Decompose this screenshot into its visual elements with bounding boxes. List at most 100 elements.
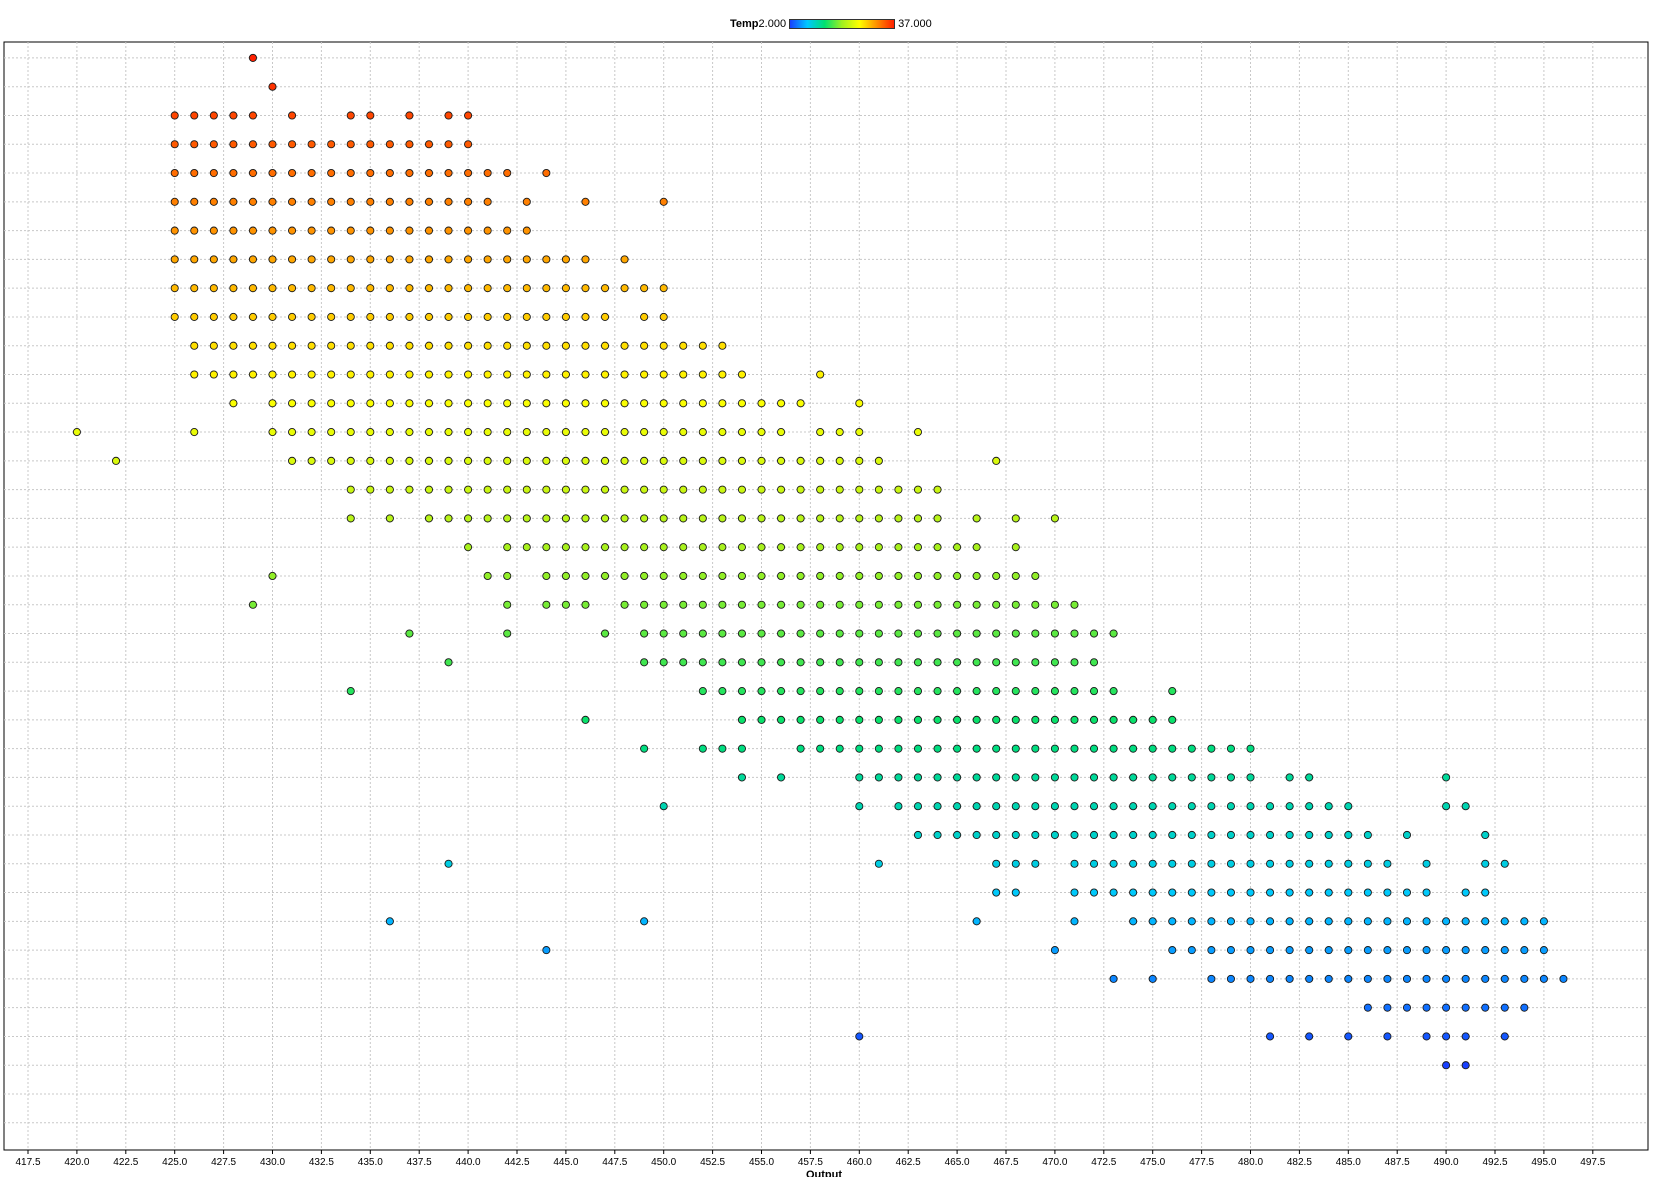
data-point bbox=[1168, 715, 1177, 724]
x-tick-label: 420.0 bbox=[64, 1157, 89, 1168]
data-point bbox=[796, 744, 805, 753]
data-point bbox=[698, 341, 707, 350]
data-point bbox=[913, 543, 923, 552]
data-point bbox=[464, 341, 473, 350]
data-point bbox=[268, 197, 277, 206]
data-point bbox=[835, 543, 844, 552]
legend-min: 2.000 bbox=[758, 18, 787, 30]
data-point bbox=[757, 514, 766, 523]
data-point bbox=[327, 284, 336, 293]
data-point bbox=[679, 543, 688, 552]
data-point bbox=[1109, 974, 1118, 983]
data-point bbox=[229, 140, 238, 149]
data-point bbox=[561, 514, 570, 523]
data-point bbox=[209, 111, 218, 120]
data-point bbox=[522, 399, 531, 408]
data-point bbox=[855, 744, 864, 753]
data-point bbox=[737, 715, 746, 724]
data-point bbox=[1187, 946, 1196, 955]
data-point bbox=[561, 456, 570, 465]
data-point bbox=[346, 456, 355, 465]
data-point bbox=[1442, 1003, 1451, 1012]
data-point bbox=[659, 514, 668, 523]
data-point bbox=[1050, 514, 1059, 523]
data-point bbox=[1109, 744, 1118, 753]
data-point bbox=[1402, 888, 1412, 897]
data-point bbox=[1266, 859, 1275, 868]
data-point bbox=[111, 456, 121, 465]
data-point bbox=[1266, 1032, 1275, 1041]
data-point bbox=[777, 543, 786, 552]
data-point bbox=[1344, 917, 1353, 926]
data-point bbox=[1481, 830, 1490, 840]
data-point bbox=[620, 255, 629, 264]
data-point bbox=[366, 168, 375, 178]
data-point bbox=[346, 284, 355, 293]
data-point bbox=[1500, 946, 1509, 955]
data-point bbox=[992, 715, 1001, 724]
data-point bbox=[405, 370, 414, 379]
data-point bbox=[913, 802, 923, 811]
data-point bbox=[1011, 543, 1020, 552]
data-point bbox=[874, 773, 883, 782]
data-point bbox=[307, 255, 316, 264]
data-point bbox=[327, 197, 336, 206]
data-point bbox=[581, 312, 590, 321]
data-point bbox=[288, 140, 297, 149]
data-point bbox=[288, 428, 297, 437]
color-legend: Temp 2.000 37.000 bbox=[730, 16, 932, 32]
data-point bbox=[561, 255, 570, 264]
data-point bbox=[1089, 658, 1099, 667]
data-point bbox=[1168, 859, 1177, 868]
data-point bbox=[268, 284, 277, 293]
data-point bbox=[444, 111, 453, 120]
data-point bbox=[1207, 974, 1216, 983]
data-point bbox=[424, 197, 434, 206]
data-point bbox=[1422, 1003, 1431, 1012]
data-point bbox=[190, 197, 199, 206]
data-point bbox=[1011, 687, 1020, 696]
data-point bbox=[992, 600, 1001, 609]
data-point bbox=[1481, 917, 1490, 926]
data-point bbox=[1422, 888, 1431, 897]
data-point bbox=[346, 140, 355, 149]
data-point bbox=[796, 687, 805, 696]
data-point bbox=[1305, 888, 1314, 897]
data-point bbox=[542, 312, 551, 321]
data-point bbox=[777, 428, 786, 437]
data-point bbox=[1481, 859, 1490, 868]
data-point bbox=[1363, 917, 1372, 926]
data-point bbox=[444, 428, 453, 437]
data-point bbox=[522, 255, 531, 264]
data-point bbox=[561, 312, 570, 321]
data-point bbox=[894, 658, 903, 667]
data-point bbox=[444, 370, 453, 379]
data-point bbox=[503, 571, 512, 581]
data-point bbox=[405, 428, 414, 437]
data-point bbox=[542, 428, 551, 437]
data-point bbox=[268, 82, 277, 91]
data-point bbox=[1266, 917, 1275, 926]
data-point bbox=[385, 514, 394, 523]
data-point bbox=[777, 658, 786, 667]
data-point bbox=[424, 428, 434, 437]
data-point bbox=[718, 341, 727, 350]
data-point bbox=[581, 715, 590, 724]
data-point bbox=[385, 284, 394, 293]
data-point bbox=[620, 428, 629, 437]
x-tick-label: 422.5 bbox=[113, 1157, 138, 1168]
data-point bbox=[405, 312, 414, 321]
data-point bbox=[1148, 888, 1157, 897]
data-point bbox=[757, 399, 766, 408]
data-point bbox=[424, 226, 434, 235]
data-point bbox=[816, 658, 825, 667]
data-point bbox=[444, 312, 453, 321]
data-point bbox=[1050, 687, 1059, 696]
data-point bbox=[777, 773, 786, 782]
data-point bbox=[522, 456, 531, 465]
data-point bbox=[170, 312, 179, 321]
data-point bbox=[1207, 744, 1216, 753]
data-point bbox=[1383, 917, 1392, 926]
data-point bbox=[1168, 946, 1177, 955]
data-point bbox=[1344, 1032, 1353, 1041]
